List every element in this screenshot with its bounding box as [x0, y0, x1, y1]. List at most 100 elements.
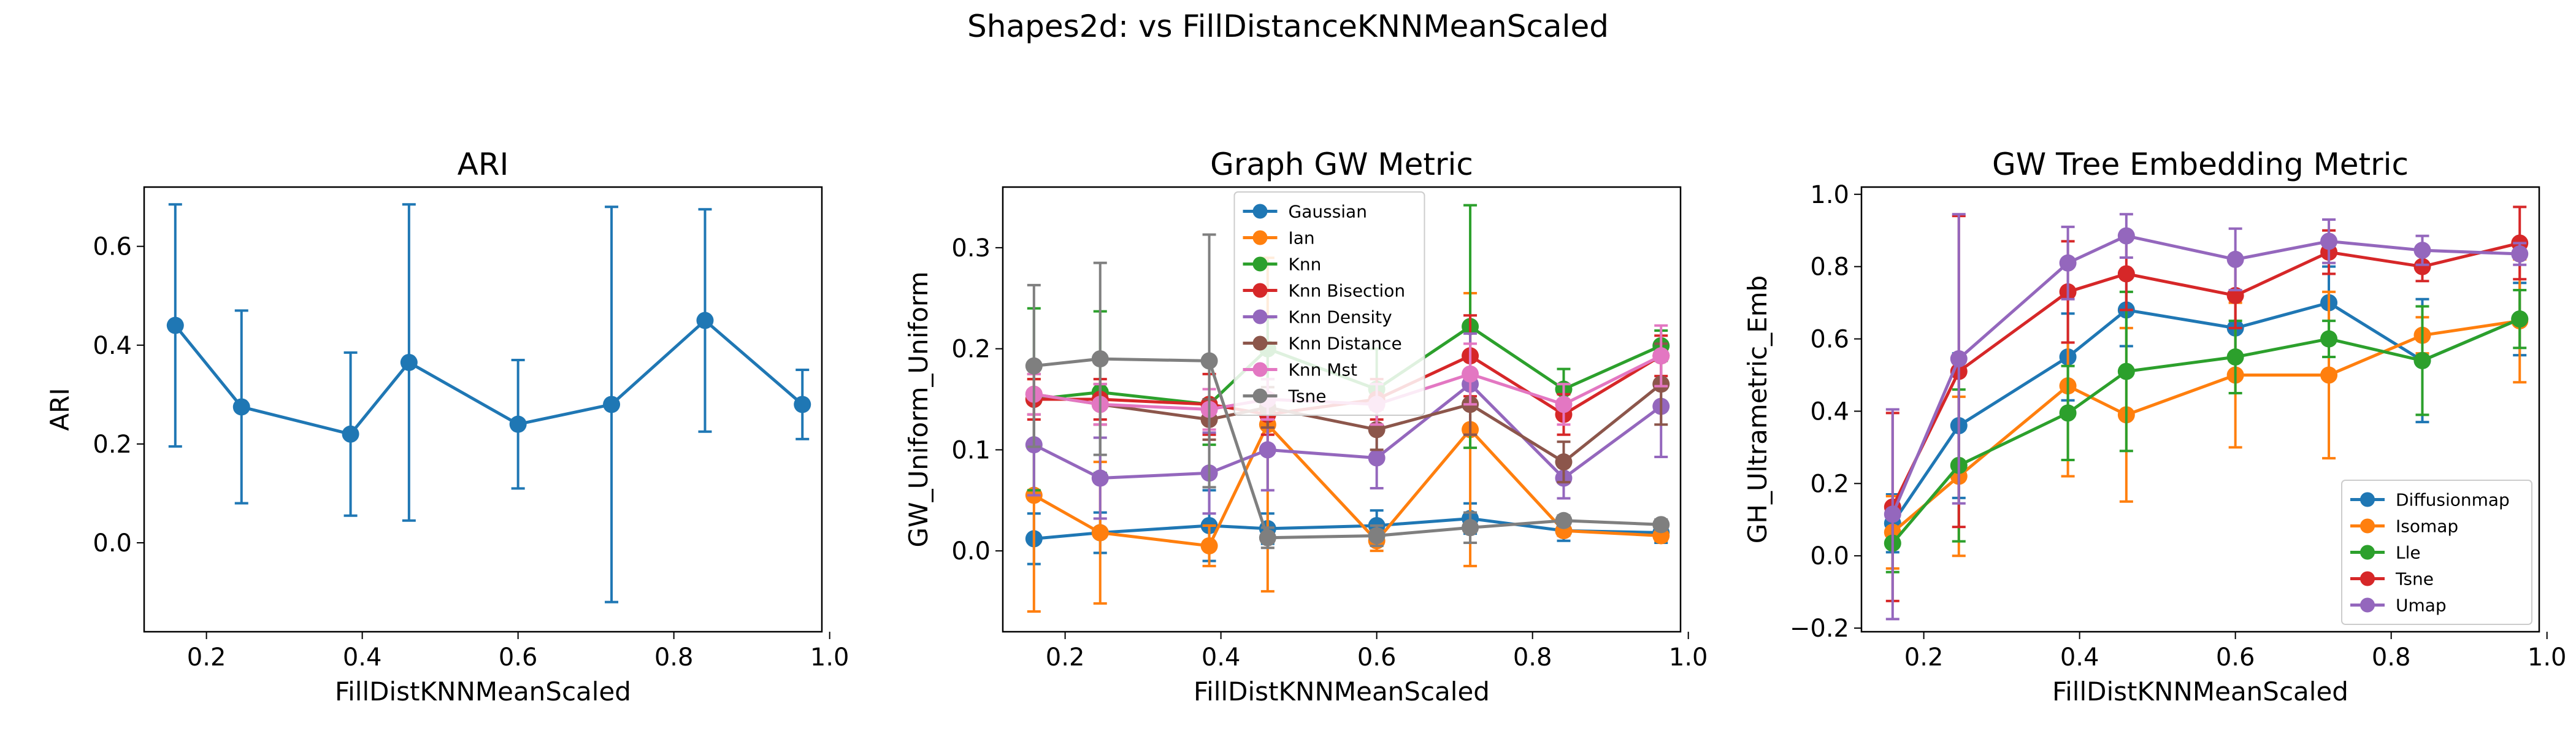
legend-swatch-marker	[2360, 545, 2375, 560]
series-line	[1891, 241, 2520, 508]
data-point	[2413, 351, 2431, 369]
data-point	[603, 396, 621, 413]
legend-item: Knn Mst	[1243, 360, 1358, 380]
legend-label: Lle	[2396, 543, 2421, 563]
y-tick-label: 0.0	[951, 537, 991, 565]
data-point	[1555, 396, 1573, 413]
legend-label: Knn Distance	[1289, 334, 1402, 354]
legend-swatch-marker	[1252, 309, 1268, 324]
data-point	[509, 415, 527, 433]
series-line	[1033, 383, 1662, 464]
x-tick-label: 0.8	[2372, 643, 2411, 672]
axes-frame	[1860, 186, 2540, 633]
legend-label: Knn Mst	[1289, 360, 1358, 380]
legend-label: Isomap	[2396, 516, 2458, 537]
data-point	[2117, 227, 2135, 245]
data-point	[2117, 362, 2135, 380]
y-tick-label: 0.3	[951, 234, 991, 263]
chart-title: ARI	[458, 147, 509, 182]
x-tick-label: 0.8	[1513, 643, 1552, 672]
data-point	[1200, 352, 1218, 370]
legend-swatch-marker	[1252, 204, 1268, 219]
data-point	[1091, 350, 1109, 368]
chart-title: GW Tree Embedding Metric	[1992, 147, 2409, 182]
data-point	[1259, 529, 1276, 546]
x-tick-label: 0.6	[1357, 643, 1397, 672]
x-axis-label: FillDistKNNMeanScaled	[2052, 677, 2348, 707]
data-point	[2320, 330, 2338, 348]
legend-label: Knn Density	[1289, 307, 1392, 328]
data-point	[1652, 347, 1670, 365]
legend-item: Knn Distance	[1243, 334, 1402, 354]
legend-item: Umap	[2350, 596, 2447, 616]
data-point	[1555, 453, 1573, 471]
legend-item: Ian	[1243, 228, 1315, 248]
y-tick-label: 0.0	[1810, 542, 1849, 570]
legend-swatch-marker	[2360, 492, 2375, 507]
x-tick-label: 1.0	[810, 643, 849, 672]
y-axis-label: GH_Ultrametric_Emb	[1742, 275, 1773, 543]
x-tick-label: 0.2	[1904, 643, 1944, 672]
x-tick-label: 1.0	[2528, 643, 2567, 672]
series-line	[1891, 301, 2521, 524]
legend-label: Knn Bisection	[1289, 281, 1406, 301]
data-point	[2059, 254, 2077, 272]
series-tsne	[1025, 233, 1670, 550]
legend-swatch-marker	[1252, 388, 1268, 404]
x-tick-label: 1.0	[1669, 643, 1708, 672]
legend-item: Knn	[1243, 255, 1322, 275]
legend-label: Umap	[2396, 596, 2447, 616]
legend-swatch-marker	[1252, 335, 1268, 351]
data-point	[2320, 366, 2338, 384]
axes-frame	[143, 186, 823, 633]
x-tick-label: 0.6	[499, 643, 538, 672]
legend-swatch-marker	[2360, 597, 2375, 613]
legend-swatch-marker	[1252, 283, 1268, 298]
legend-box	[2341, 480, 2532, 625]
legend-swatch-marker	[1252, 362, 1268, 377]
legend-label: Ian	[1289, 228, 1315, 248]
data-point	[2117, 265, 2135, 283]
series-1	[166, 203, 811, 604]
legend-swatch-marker	[2360, 518, 2375, 534]
axes-frame	[1002, 186, 1682, 633]
y-tick-label: 0.4	[1810, 397, 1849, 426]
data-point	[1091, 469, 1109, 487]
y-axis-label: GW_Uniform_Uniform	[903, 272, 933, 548]
data-point	[696, 312, 714, 329]
y-tick-label: −0.2	[1790, 615, 1849, 643]
data-point	[2413, 258, 2431, 275]
data-point	[1025, 357, 1043, 375]
x-tick-label: 0.2	[187, 643, 226, 672]
chart-1: ARI 0.2 0.4 0.6 0.8 1.0 0.0 0.2 0.4 0.6 FillDistKN…	[45, 147, 849, 707]
series-line	[174, 319, 803, 436]
series-umap	[1884, 213, 2529, 621]
y-tick-label: 0.6	[1810, 326, 1849, 354]
series-lle	[1884, 288, 2529, 573]
legend-item: Knn Density	[1243, 307, 1392, 328]
y-tick-label: 0.2	[93, 431, 132, 459]
legend-item: Lle	[2350, 543, 2421, 563]
series-line	[1033, 357, 1662, 540]
chart-3: GW Tree Embedding Metric 0.2 0.4 0.6 0.8 1.0 −…	[1742, 147, 2567, 707]
series-line	[1033, 382, 1662, 480]
charts-container: ARI 0.2 0.4 0.6 0.8 1.0 0.0 0.2 0.4 0.6 FillDistKN…	[45, 147, 2567, 707]
legend-label: Knn	[1289, 255, 1322, 275]
y-tick-label: 0.2	[951, 335, 991, 364]
legend-box	[1233, 191, 1425, 416]
legend-label: Tsne	[1288, 386, 1327, 407]
data-point	[2226, 250, 2244, 268]
y-tick-label: 0.0	[93, 529, 132, 558]
y-tick-label: 0.2	[1810, 470, 1849, 498]
x-tick-label: 0.8	[654, 643, 694, 672]
x-tick-label: 0.4	[1202, 643, 1241, 672]
figure-suptitle: Shapes2d: vs FillDistanceKNNMeanScaled	[967, 9, 1609, 44]
legend-item: Gaussian	[1243, 202, 1367, 222]
data-point	[1950, 350, 1968, 367]
data-point	[342, 425, 359, 443]
data-point	[1259, 441, 1276, 459]
data-point	[1462, 519, 1479, 537]
y-tick-label: 0.4	[93, 332, 132, 360]
legend: Gaussian Ian Knn Knn Bisection Knn Density Kn…	[1233, 191, 1425, 416]
data-point	[1555, 512, 1573, 529]
